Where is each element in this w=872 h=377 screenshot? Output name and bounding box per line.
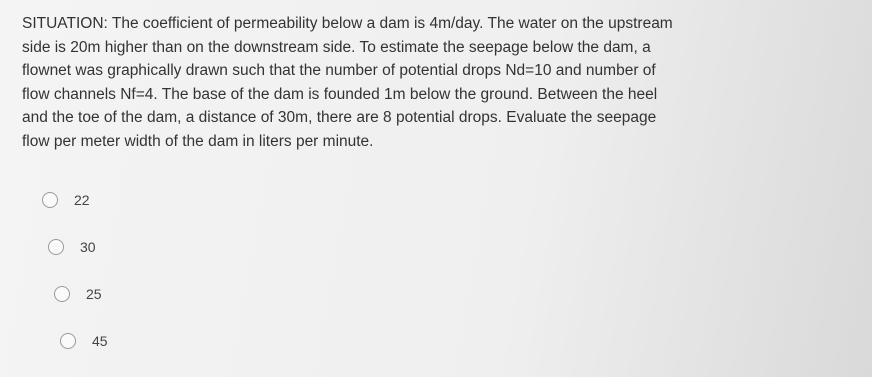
radio-button[interactable]	[42, 192, 58, 208]
option-label: 30	[80, 239, 96, 255]
option-label: 22	[74, 192, 90, 208]
option-label: 25	[86, 286, 102, 302]
option[interactable]: 45	[60, 333, 108, 349]
question-line: and the toe of the dam, a distance of 30…	[22, 109, 657, 126]
question: SITUATION: The coefficient of permeabili…	[22, 12, 862, 153]
question-line: flow per meter width of the dam in liter…	[22, 132, 374, 150]
option[interactable]: 30	[48, 239, 96, 255]
option[interactable]: 25	[54, 286, 102, 302]
option-label: 45	[92, 333, 108, 349]
radio-button[interactable]	[48, 239, 64, 255]
question-line: flow channels Nf=4. The base of the dam …	[22, 85, 658, 103]
question-line: SITUATION: The coefficient of permeabili…	[22, 15, 673, 32]
question-line: side is 20m higher than on the downstrea…	[22, 38, 651, 56]
option[interactable]: 22	[42, 192, 90, 208]
question-line: flownet was graphically drawn such that …	[22, 62, 656, 79]
radio-button[interactable]	[60, 333, 76, 349]
radio-button[interactable]	[54, 286, 70, 302]
